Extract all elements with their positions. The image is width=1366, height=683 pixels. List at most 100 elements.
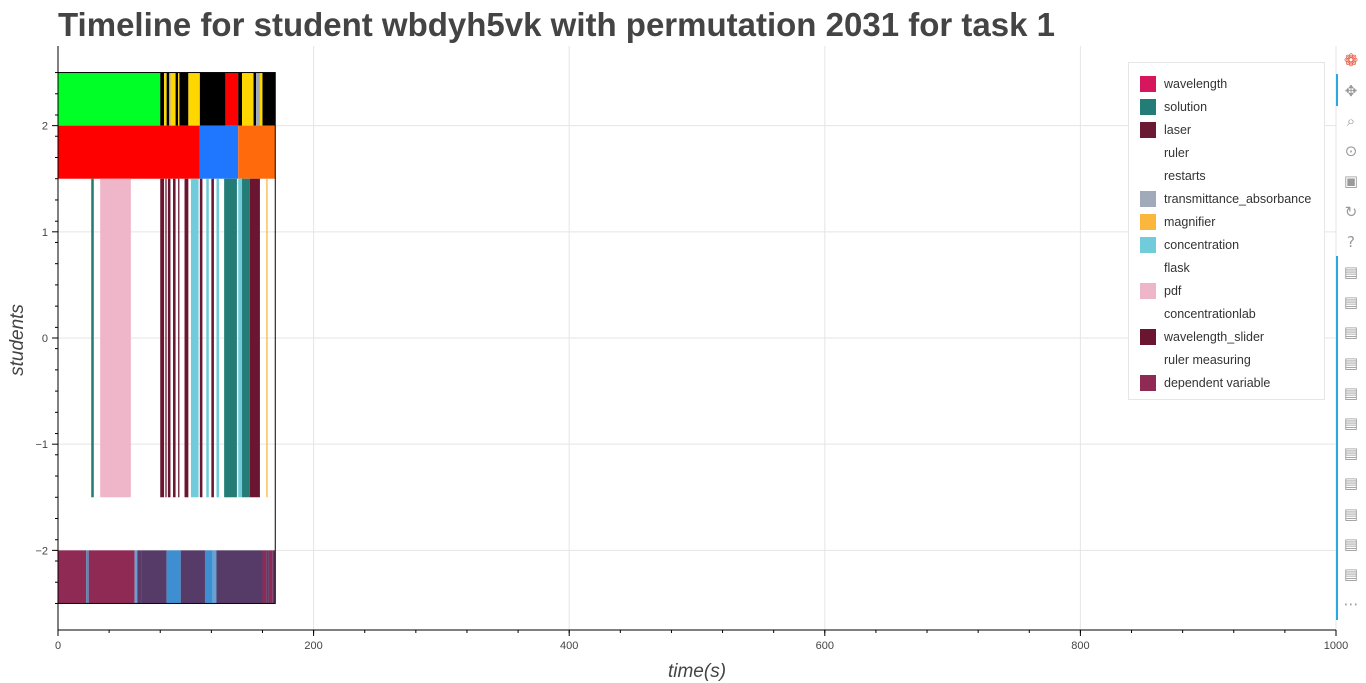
timeline-segment — [100, 178, 131, 498]
y-tick-label: −1 — [35, 439, 48, 451]
legend-label: concentrationlab — [1164, 306, 1256, 321]
legend-item[interactable]: wavelength_slider — [1129, 325, 1324, 348]
timeline-segment — [184, 178, 189, 498]
hover-icon[interactable]: ▤ — [1343, 534, 1359, 553]
legend-item[interactable]: magnifier — [1129, 210, 1324, 233]
hover-icon[interactable]: ▤ — [1343, 413, 1359, 432]
hover-icon[interactable]: ▤ — [1343, 564, 1359, 583]
legend-item[interactable]: transmittance_absorbance — [1129, 187, 1324, 210]
legend-item[interactable]: concentrationlab — [1129, 302, 1324, 325]
legend-label: laser — [1164, 122, 1192, 137]
help-icon[interactable]: ? — [1347, 232, 1355, 251]
chart-title: Timeline for student wbdyh5vk with permu… — [58, 6, 1055, 43]
timeline-segment — [253, 72, 257, 126]
hover-icon[interactable]: ▤ — [1343, 444, 1359, 463]
hover-icon[interactable]: ▤ — [1343, 323, 1359, 342]
legend-item[interactable]: solution — [1129, 95, 1324, 118]
timeline-segment — [256, 72, 260, 126]
timeline-segment — [141, 550, 167, 604]
legend-item[interactable]: concentration — [1129, 233, 1324, 256]
toolbar-active-indicator — [1336, 256, 1338, 620]
y-tick-label: 0 — [42, 333, 48, 345]
timeline-segment — [216, 550, 263, 604]
legend-swatch — [1140, 374, 1156, 391]
legend-swatch — [1140, 190, 1156, 207]
legend-label: ruler — [1164, 145, 1190, 160]
legend-swatch — [1140, 282, 1156, 299]
y-tick-label: 1 — [42, 227, 48, 239]
hover-icon[interactable]: ▤ — [1343, 504, 1359, 523]
legend-swatch — [1140, 144, 1156, 161]
hover-icon[interactable]: ▤ — [1343, 383, 1359, 402]
x-tick-label: 600 — [816, 640, 834, 652]
legend-item[interactable]: pdf — [1129, 279, 1324, 302]
legend-item[interactable]: ruler — [1129, 141, 1324, 164]
legend-swatch — [1140, 259, 1156, 276]
legend-label: magnifier — [1164, 214, 1216, 229]
hover-icon[interactable]: ▤ — [1343, 474, 1359, 493]
x-tick-label: 200 — [304, 640, 322, 652]
legend-label: pdf — [1164, 283, 1182, 298]
timeline-segment — [134, 550, 138, 604]
timeline-segment — [242, 178, 250, 498]
pan-icon[interactable]: ✥ — [1344, 81, 1358, 100]
timeline-segment — [199, 178, 203, 498]
timeline-segment — [166, 550, 181, 604]
timeline-segment — [86, 550, 89, 604]
legend-item[interactable]: flask — [1129, 256, 1324, 279]
timeline-segment — [165, 178, 167, 498]
legend-item[interactable]: wavelength — [1129, 72, 1324, 95]
hover-icon[interactable]: ▤ — [1343, 262, 1359, 281]
x-tick-label: 400 — [560, 640, 578, 652]
reset-icon[interactable]: ↻ — [1344, 202, 1358, 221]
x-tick-label: 800 — [1071, 640, 1089, 652]
bokeh-logo-icon[interactable]: ❁ — [1343, 50, 1359, 71]
timeline-segment — [167, 178, 171, 498]
y-tick-label: −2 — [35, 545, 48, 557]
timeline-segment — [272, 550, 276, 604]
timeline-segment — [199, 72, 226, 126]
timeline-segment — [224, 178, 237, 498]
grid-lines — [57, 46, 1337, 630]
legend-swatch — [1140, 121, 1156, 138]
legend-item[interactable]: dependent variable — [1129, 371, 1324, 394]
timeline-segment — [91, 178, 94, 498]
timeline-segment — [238, 178, 243, 498]
legend-swatch — [1140, 236, 1156, 253]
timeline-segment — [160, 178, 165, 498]
legend-label: dependent variable — [1164, 375, 1271, 390]
hover-icon[interactable]: ▤ — [1343, 353, 1359, 372]
hover-icon[interactable]: ▤ — [1343, 293, 1359, 312]
timeline-segment — [180, 550, 205, 604]
wheel-zoom-icon[interactable]: ⊙ — [1344, 142, 1358, 161]
legend-item[interactable]: restarts — [1129, 164, 1324, 187]
legend-label: concentration — [1164, 237, 1240, 252]
legend-label: transmittance_absorbance — [1164, 191, 1312, 206]
timeline-segment — [175, 72, 179, 126]
legend-label: wavelength — [1164, 76, 1228, 91]
timeline-segment — [137, 550, 142, 604]
legend-swatch — [1140, 328, 1156, 345]
timeline-segment — [173, 178, 176, 498]
box-zoom-icon[interactable]: ⌕ — [1346, 111, 1356, 130]
legend-swatch — [1140, 98, 1156, 115]
save-icon[interactable]: ▣ — [1343, 172, 1359, 191]
timeline-segment — [160, 72, 165, 126]
x-axis-label: time(s) — [668, 661, 726, 682]
timeline-segment — [262, 72, 276, 126]
timeline-segment — [166, 72, 170, 126]
timeline-segment — [211, 178, 214, 498]
timeline-segment — [199, 125, 239, 179]
timeline-segment — [249, 178, 260, 498]
legend-item[interactable]: ruler measuring — [1129, 348, 1324, 371]
legend-item[interactable]: laser — [1129, 118, 1324, 141]
toolbar-active-indicator — [1336, 74, 1338, 106]
more-icon[interactable]: ⋯ — [1343, 595, 1359, 614]
axes: 0 200 400 600 800 1000 2 1 0 −1 −2 — [35, 46, 1348, 652]
timeline-segment — [188, 72, 200, 126]
timeline-segment — [190, 178, 199, 498]
timeline-segment — [178, 178, 180, 498]
timeline-segment — [204, 550, 213, 604]
timeline-segment — [58, 72, 161, 126]
timeline-segment — [164, 72, 167, 126]
